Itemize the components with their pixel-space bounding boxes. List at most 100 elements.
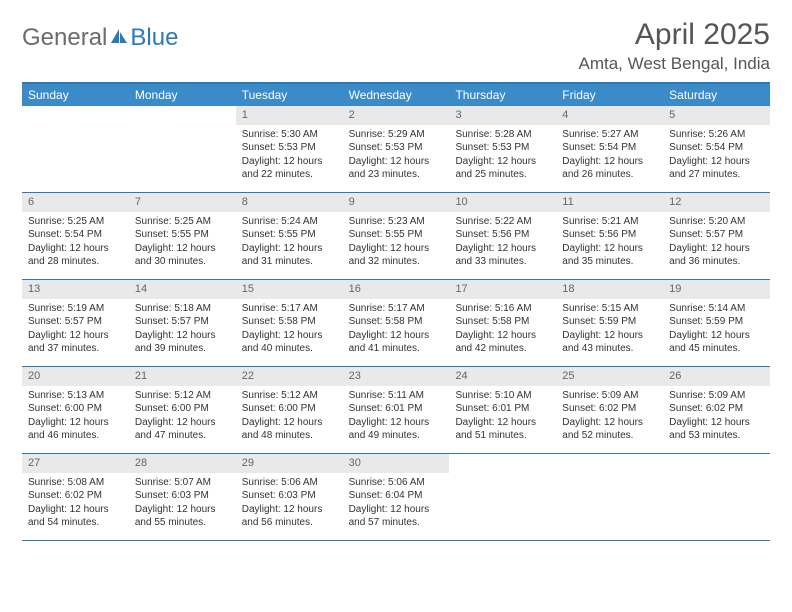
day-body: Sunrise: 5:07 AMSunset: 6:03 PMDaylight:…	[129, 473, 236, 536]
day-cell: 17Sunrise: 5:16 AMSunset: 5:58 PMDayligh…	[449, 280, 556, 366]
sunset-text: Sunset: 6:01 PM	[455, 402, 550, 416]
daylight-text: Daylight: 12 hours and 25 minutes.	[455, 155, 550, 182]
day-body: Sunrise: 5:26 AMSunset: 5:54 PMDaylight:…	[663, 125, 770, 188]
sunset-text: Sunset: 5:57 PM	[28, 315, 123, 329]
day-number: 21	[129, 367, 236, 386]
daylight-text: Daylight: 12 hours and 23 minutes.	[349, 155, 444, 182]
day-body: Sunrise: 5:14 AMSunset: 5:59 PMDaylight:…	[663, 299, 770, 362]
sunrise-text: Sunrise: 5:06 AM	[242, 476, 337, 490]
day-cell: 19Sunrise: 5:14 AMSunset: 5:59 PMDayligh…	[663, 280, 770, 366]
day-body: Sunrise: 5:06 AMSunset: 6:04 PMDaylight:…	[343, 473, 450, 536]
day-body: Sunrise: 5:15 AMSunset: 5:59 PMDaylight:…	[556, 299, 663, 362]
day-cell: 13Sunrise: 5:19 AMSunset: 5:57 PMDayligh…	[22, 280, 129, 366]
sunrise-text: Sunrise: 5:13 AM	[28, 389, 123, 403]
day-body: Sunrise: 5:11 AMSunset: 6:01 PMDaylight:…	[343, 386, 450, 449]
sunrise-text: Sunrise: 5:16 AM	[455, 302, 550, 316]
sunset-text: Sunset: 5:53 PM	[455, 141, 550, 155]
day-body: Sunrise: 5:06 AMSunset: 6:03 PMDaylight:…	[236, 473, 343, 536]
daylight-text: Daylight: 12 hours and 57 minutes.	[349, 503, 444, 530]
header: General Blue April 2025 Amta, West Benga…	[22, 18, 770, 74]
day-cell: 25Sunrise: 5:09 AMSunset: 6:02 PMDayligh…	[556, 367, 663, 453]
sunset-text: Sunset: 5:58 PM	[455, 315, 550, 329]
daylight-text: Daylight: 12 hours and 39 minutes.	[135, 329, 230, 356]
day-number: 25	[556, 367, 663, 386]
sunrise-text: Sunrise: 5:19 AM	[28, 302, 123, 316]
day-body: Sunrise: 5:16 AMSunset: 5:58 PMDaylight:…	[449, 299, 556, 362]
day-body: Sunrise: 5:19 AMSunset: 5:57 PMDaylight:…	[22, 299, 129, 362]
day-body: Sunrise: 5:23 AMSunset: 5:55 PMDaylight:…	[343, 212, 450, 275]
daylight-text: Daylight: 12 hours and 51 minutes.	[455, 416, 550, 443]
day-cell: 10Sunrise: 5:22 AMSunset: 5:56 PMDayligh…	[449, 193, 556, 279]
daylight-text: Daylight: 12 hours and 53 minutes.	[669, 416, 764, 443]
sunset-text: Sunset: 5:53 PM	[349, 141, 444, 155]
day-cell: 9Sunrise: 5:23 AMSunset: 5:55 PMDaylight…	[343, 193, 450, 279]
day-cell	[663, 454, 770, 540]
day-number: 18	[556, 280, 663, 299]
day-cell	[449, 454, 556, 540]
day-body: Sunrise: 5:25 AMSunset: 5:54 PMDaylight:…	[22, 212, 129, 275]
day-body: Sunrise: 5:24 AMSunset: 5:55 PMDaylight:…	[236, 212, 343, 275]
sunset-text: Sunset: 6:01 PM	[349, 402, 444, 416]
day-cell: 2Sunrise: 5:29 AMSunset: 5:53 PMDaylight…	[343, 106, 450, 192]
weekday-header: Saturday	[663, 84, 770, 106]
day-number: 5	[663, 106, 770, 125]
day-number: 30	[343, 454, 450, 473]
logo: General Blue	[22, 24, 178, 52]
sunrise-text: Sunrise: 5:09 AM	[669, 389, 764, 403]
daylight-text: Daylight: 12 hours and 33 minutes.	[455, 242, 550, 269]
day-body: Sunrise: 5:12 AMSunset: 6:00 PMDaylight:…	[129, 386, 236, 449]
sunset-text: Sunset: 6:03 PM	[135, 489, 230, 503]
day-cell: 18Sunrise: 5:15 AMSunset: 5:59 PMDayligh…	[556, 280, 663, 366]
sunrise-text: Sunrise: 5:09 AM	[562, 389, 657, 403]
sunset-text: Sunset: 6:00 PM	[28, 402, 123, 416]
sunset-text: Sunset: 5:54 PM	[562, 141, 657, 155]
day-number: 24	[449, 367, 556, 386]
sunrise-text: Sunrise: 5:28 AM	[455, 128, 550, 142]
calendar: SundayMondayTuesdayWednesdayThursdayFrid…	[22, 82, 770, 541]
daylight-text: Daylight: 12 hours and 28 minutes.	[28, 242, 123, 269]
sunrise-text: Sunrise: 5:21 AM	[562, 215, 657, 229]
day-number: 7	[129, 193, 236, 212]
sunset-text: Sunset: 5:55 PM	[135, 228, 230, 242]
day-body: Sunrise: 5:09 AMSunset: 6:02 PMDaylight:…	[556, 386, 663, 449]
day-body: Sunrise: 5:17 AMSunset: 5:58 PMDaylight:…	[343, 299, 450, 362]
sunrise-text: Sunrise: 5:11 AM	[349, 389, 444, 403]
daylight-text: Daylight: 12 hours and 54 minutes.	[28, 503, 123, 530]
sunset-text: Sunset: 5:58 PM	[349, 315, 444, 329]
sunset-text: Sunset: 5:53 PM	[242, 141, 337, 155]
sunrise-text: Sunrise: 5:17 AM	[242, 302, 337, 316]
sunset-text: Sunset: 5:57 PM	[669, 228, 764, 242]
sunset-text: Sunset: 5:56 PM	[562, 228, 657, 242]
day-number: 10	[449, 193, 556, 212]
sunset-text: Sunset: 5:59 PM	[562, 315, 657, 329]
day-body: Sunrise: 5:12 AMSunset: 6:00 PMDaylight:…	[236, 386, 343, 449]
daylight-text: Daylight: 12 hours and 45 minutes.	[669, 329, 764, 356]
day-number: 16	[343, 280, 450, 299]
sunrise-text: Sunrise: 5:24 AM	[242, 215, 337, 229]
day-cell: 20Sunrise: 5:13 AMSunset: 6:00 PMDayligh…	[22, 367, 129, 453]
day-body: Sunrise: 5:25 AMSunset: 5:55 PMDaylight:…	[129, 212, 236, 275]
day-cell	[129, 106, 236, 192]
daylight-text: Daylight: 12 hours and 40 minutes.	[242, 329, 337, 356]
day-cell: 23Sunrise: 5:11 AMSunset: 6:01 PMDayligh…	[343, 367, 450, 453]
weeks-container: 1Sunrise: 5:30 AMSunset: 5:53 PMDaylight…	[22, 106, 770, 541]
day-cell: 21Sunrise: 5:12 AMSunset: 6:00 PMDayligh…	[129, 367, 236, 453]
daylight-text: Daylight: 12 hours and 27 minutes.	[669, 155, 764, 182]
day-number: 20	[22, 367, 129, 386]
day-cell: 24Sunrise: 5:10 AMSunset: 6:01 PMDayligh…	[449, 367, 556, 453]
week-row: 1Sunrise: 5:30 AMSunset: 5:53 PMDaylight…	[22, 106, 770, 193]
day-number: 9	[343, 193, 450, 212]
sunset-text: Sunset: 5:54 PM	[28, 228, 123, 242]
daylight-text: Daylight: 12 hours and 32 minutes.	[349, 242, 444, 269]
day-cell: 15Sunrise: 5:17 AMSunset: 5:58 PMDayligh…	[236, 280, 343, 366]
day-number: 19	[663, 280, 770, 299]
day-cell: 30Sunrise: 5:06 AMSunset: 6:04 PMDayligh…	[343, 454, 450, 540]
sunset-text: Sunset: 6:00 PM	[242, 402, 337, 416]
day-cell: 12Sunrise: 5:20 AMSunset: 5:57 PMDayligh…	[663, 193, 770, 279]
day-body: Sunrise: 5:28 AMSunset: 5:53 PMDaylight:…	[449, 125, 556, 188]
day-number: 2	[343, 106, 450, 125]
day-number: 26	[663, 367, 770, 386]
day-number: 13	[22, 280, 129, 299]
day-body: Sunrise: 5:17 AMSunset: 5:58 PMDaylight:…	[236, 299, 343, 362]
sunrise-text: Sunrise: 5:25 AM	[135, 215, 230, 229]
